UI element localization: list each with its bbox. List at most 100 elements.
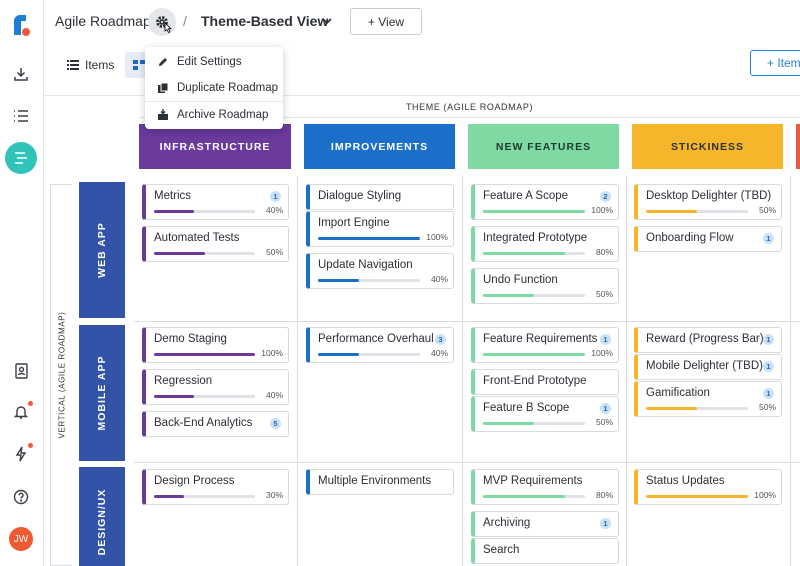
progress-fill [483,422,534,425]
roadmap-card[interactable]: Search [471,538,619,564]
roadmap-card[interactable]: Feature B Scope 1 50% [471,396,619,432]
card-title: Feature B Scope [483,402,570,414]
list-icon [67,60,79,70]
card-title: Reward (Progress Bar) [646,333,764,345]
card-count-badge: 3 [435,334,446,345]
progress-track [483,422,585,425]
card-title: Automated Tests [154,232,240,244]
menu-item-label: Duplicate Roadmap [177,82,279,94]
progress-fill [646,495,748,498]
column-header-5[interactable] [796,124,800,169]
roadmap-card[interactable]: Update Navigation 40% [306,253,454,289]
progress-track [483,495,585,498]
app-title[interactable]: Agile Roadmap [55,13,151,29]
card-title: Status Updates [646,475,725,487]
row-header-2[interactable]: MOBILE APP [79,325,125,461]
roadmap-card[interactable]: Desktop Delighter (TBD) 50% [634,184,782,220]
roadmap-icon[interactable] [5,142,37,174]
roadmap-card[interactable]: Status Updates 100% [634,469,782,505]
cursor-icon [164,22,172,34]
logo-icon[interactable] [9,12,33,36]
card-title: Undo Function [483,274,558,286]
roadmap-card[interactable]: Regression 40% [142,369,289,405]
menu-item-edit-settings[interactable]: Edit Settings [145,49,283,75]
roadmap-card[interactable]: Mobile Delighter (TBD) 1 [634,354,782,380]
vertical-axis-label: VERTICAL (AGILE ROADMAP) [57,311,66,439]
card-count-badge: 2 [600,191,611,202]
view-name[interactable]: Theme-Based View [201,13,329,29]
roadmap-card[interactable]: Undo Function 50% [471,268,619,304]
column-header-3[interactable]: NEW FEATURES [468,124,619,169]
lightning-icon[interactable] [9,442,33,466]
roadmap-card[interactable]: Import Engine 100% [306,211,454,247]
menu-item-archive-roadmap[interactable]: Archive Roadmap [145,101,283,127]
roadmap-card[interactable]: Front-End Prototype [471,369,619,395]
progress-track [646,407,748,410]
roadmap-card[interactable]: Demo Staging 100% [142,327,289,363]
card-count-badge: 1 [763,361,774,372]
progress-fill [483,495,565,498]
chevron-down-icon[interactable] [322,18,332,24]
progress-track [154,495,255,498]
roadmap-card[interactable]: Reward (Progress Bar) 1 [634,327,782,353]
progress-track [483,210,585,213]
column-header-2[interactable]: IMPROVEMENTS [304,124,455,169]
row-header-3[interactable]: DESIGN/UX [79,467,125,566]
progress-track [318,353,420,356]
roadmap-card[interactable]: Feature A Scope 2 100% [471,184,619,220]
roadmap-card[interactable]: Feature Requirements 1 100% [471,327,619,363]
progress-percent: 50% [758,402,776,412]
progress-percent: 100% [754,490,776,500]
card-title: Search [483,544,520,556]
roadmap-card[interactable]: Automated Tests 50% [142,226,289,262]
roadmap-card[interactable]: Onboarding Flow 1 [634,226,782,252]
roadmap-card[interactable]: Multiple Environments [306,469,454,495]
card-title: Mobile Delighter (TBD) [646,360,763,372]
progress-percent: 40% [265,205,283,215]
bell-icon[interactable] [9,400,33,424]
progress-percent: 50% [265,247,283,257]
card-title: Back-End Analytics [154,417,253,429]
roadmap-card[interactable]: Archiving 1 [471,511,619,537]
roadmap-card[interactable]: Metrics 1 40% [142,184,289,220]
roadmap-card[interactable]: Gamification 1 50% [634,381,782,417]
download-icon[interactable] [9,62,33,86]
progress-fill [318,353,359,356]
roadmap-card[interactable]: MVP Requirements 80% [471,469,619,505]
copy-icon [158,82,169,93]
card-title: Multiple Environments [318,475,432,487]
progress-track [483,353,585,356]
column-header-1[interactable]: INFRASTRUCTURE [139,124,291,169]
roadmap-card[interactable]: Performance Overhaul 3 40% [306,327,454,363]
contacts-icon[interactable] [9,359,33,383]
list-icon[interactable] [9,104,33,128]
notification-dot [28,443,33,448]
card-title: Feature A Scope [483,190,569,202]
settings-gear-button[interactable] [148,8,176,36]
card-title: Update Navigation [318,259,413,271]
row-header-1[interactable]: WEB APP [79,182,125,318]
board-icon [133,60,145,70]
progress-percent: 50% [595,289,613,299]
tab-items[interactable]: Items [59,52,122,78]
progress-percent: 50% [758,205,776,215]
roadmap-card[interactable]: Integrated Prototype 80% [471,226,619,262]
card-title: Front-End Prototype [483,375,587,387]
help-icon[interactable] [9,485,33,509]
roadmap-card[interactable]: Back-End Analytics 5 [142,411,289,437]
column-divider [297,176,298,566]
roadmap-card[interactable]: Design Process 30% [142,469,289,505]
progress-track [154,353,255,356]
menu-item-duplicate-roadmap[interactable]: Duplicate Roadmap [145,75,283,101]
card-title: Design Process [154,475,235,487]
progress-percent: 80% [595,247,613,257]
column-header-4[interactable]: STICKINESS [632,124,783,169]
avatar[interactable]: JW [9,527,33,551]
add-view-button[interactable]: + View [350,8,422,35]
card-count-badge: 1 [763,334,774,345]
progress-track [154,252,255,255]
roadmap-card[interactable]: Dialogue Styling [306,184,454,210]
add-item-button[interactable]: + Item [750,50,800,76]
card-title: MVP Requirements [483,475,583,487]
